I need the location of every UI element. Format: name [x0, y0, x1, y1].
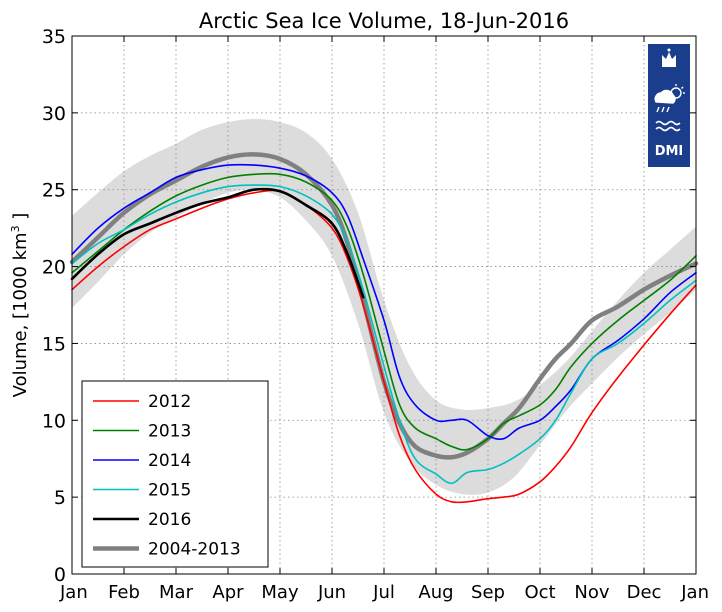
y-tick-label: 15: [42, 333, 66, 355]
waves-icon: [655, 120, 681, 132]
tick-layer: 0 5 10 15 20 25 30 35 Jan Feb Mar Apr May Jun Jul Aug Se…: [42, 26, 709, 603]
x-tick-label: Sep: [471, 582, 505, 603]
chart-title: Arctic Sea Ice Volume, 18-Jun-2016: [199, 9, 569, 33]
y-tick-label: 25: [42, 180, 66, 202]
legend-label-2014: 2014: [148, 451, 191, 471]
series-line-2014: [71, 163, 697, 441]
series-layer: [69, 152, 699, 504]
legend-entries: 2012 2013 2014 2015 2016 2004-2013: [93, 392, 241, 560]
dmi-logo-text: DMI: [655, 144, 684, 159]
y-tick-label: 30: [42, 103, 66, 125]
y-tick-label: 5: [54, 487, 66, 509]
legend-label-2016: 2016: [148, 510, 191, 530]
series-line-2015: [71, 184, 697, 485]
series-line-2016: [70, 187, 365, 299]
dmi-logo: DMI: [648, 44, 690, 167]
y-axis-label-main: Volume, [1000 km: [10, 232, 31, 397]
legend: 2012 2013 2014 2015 2016 2004-2013: [81, 380, 269, 568]
x-tick-label: Jan: [59, 582, 88, 603]
y-tick-label: 35: [42, 26, 66, 48]
legend-label-2004-2013: 2004-2013: [148, 540, 241, 560]
x-tick-label: Jan: [680, 582, 709, 603]
x-tick-label: Aug: [418, 582, 453, 603]
x-tick-label: Jul: [372, 582, 395, 603]
y-axis-label-superscript: 3: [9, 225, 22, 232]
y-tick-label: 20: [42, 257, 66, 279]
legend-label-2013: 2013: [148, 422, 191, 442]
crown-icon: [662, 48, 676, 67]
series-line-2004-2013: [69, 152, 699, 460]
x-tick-label: Jun: [317, 582, 346, 603]
legend-box: [81, 380, 269, 568]
x-tick-label: Apr: [212, 582, 244, 603]
weather-icon: [654, 84, 685, 113]
x-tick-label: May: [261, 582, 299, 603]
series-line-2012: [71, 189, 697, 504]
x-tick-label: Oct: [524, 582, 555, 603]
y-axis-label-end: ]: [10, 213, 31, 226]
x-tick-label: Dec: [627, 582, 662, 603]
y-axis-label: Volume, [1000 km3 ]: [9, 213, 31, 398]
legend-label-2012: 2012: [148, 392, 191, 412]
x-tick-label: Feb: [108, 582, 140, 603]
y-tick-label: 10: [42, 410, 66, 432]
series-line-2013: [71, 172, 697, 451]
legend-label-2015: 2015: [148, 481, 191, 501]
y-tick-label: 0: [54, 564, 66, 586]
x-tick-label: Nov: [574, 582, 609, 603]
x-tick-label: Mar: [159, 582, 194, 603]
